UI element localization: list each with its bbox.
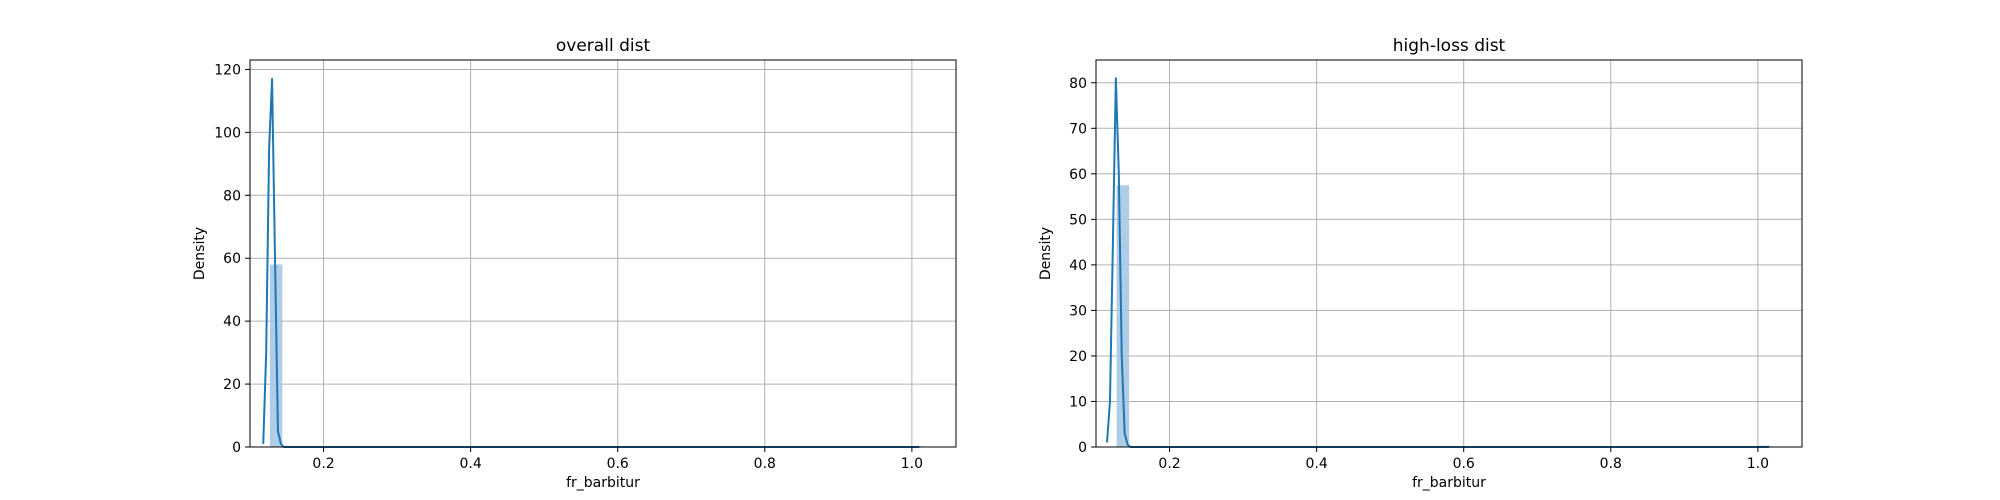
y-tick-label: 70 <box>1069 121 1087 137</box>
y-tick-label: 10 <box>1069 394 1087 410</box>
x-tick-label: 0.8 <box>754 456 776 472</box>
y-axis-label: Density <box>192 227 208 280</box>
y-tick-label: 120 <box>214 62 241 78</box>
x-tick-label: 0.6 <box>1453 456 1475 472</box>
chart-title: high-loss dist <box>1393 36 1506 56</box>
y-tick-label: 80 <box>1069 76 1087 92</box>
y-tick-label: 40 <box>1069 258 1087 274</box>
x-tick-label: 0.2 <box>312 456 334 472</box>
x-tick-label: 1.0 <box>901 456 923 472</box>
x-axis-label: fr_barbitur <box>1412 475 1486 491</box>
chart-panel-2: 0.2 0.4 0.6 0.8 1.0 0 10 20 30 40 50 60 70 80 high-los… <box>1038 36 1803 491</box>
x-tick-label: 0.8 <box>1600 456 1622 472</box>
y-tick-label: 100 <box>214 125 241 141</box>
kde-line <box>1106 77 1769 448</box>
x-tick-label: 0.2 <box>1158 456 1180 472</box>
y-tick-label: 80 <box>223 188 241 204</box>
y-tick-label: 0 <box>1078 440 1087 456</box>
axes-frame <box>249 59 957 448</box>
chart-title: overall dist <box>556 36 651 56</box>
y-tick-label: 60 <box>223 251 241 267</box>
y-tick-label: 20 <box>1069 349 1087 365</box>
y-tick-label: 40 <box>223 314 241 330</box>
y-tick-label: 20 <box>223 377 241 393</box>
y-tick-label: 60 <box>1069 167 1087 183</box>
y-tick-label: 0 <box>232 440 241 456</box>
y-tick-label: 50 <box>1069 212 1087 228</box>
x-tick-label: 0.4 <box>459 456 481 472</box>
y-axis-label: Density <box>1038 227 1054 280</box>
y-tick-label: 30 <box>1069 303 1087 319</box>
axes-frame <box>1095 59 1803 448</box>
kde-line <box>262 77 920 448</box>
chart-panel-1: 0.2 0.4 0.6 0.8 1.0 0 20 40 60 80 100 120 overall di… <box>192 36 957 491</box>
x-tick-label: 1.0 <box>1747 456 1769 472</box>
x-axis-label: fr_barbitur <box>566 475 640 491</box>
x-tick-label: 0.6 <box>607 456 629 472</box>
x-tick-label: 0.4 <box>1305 456 1327 472</box>
